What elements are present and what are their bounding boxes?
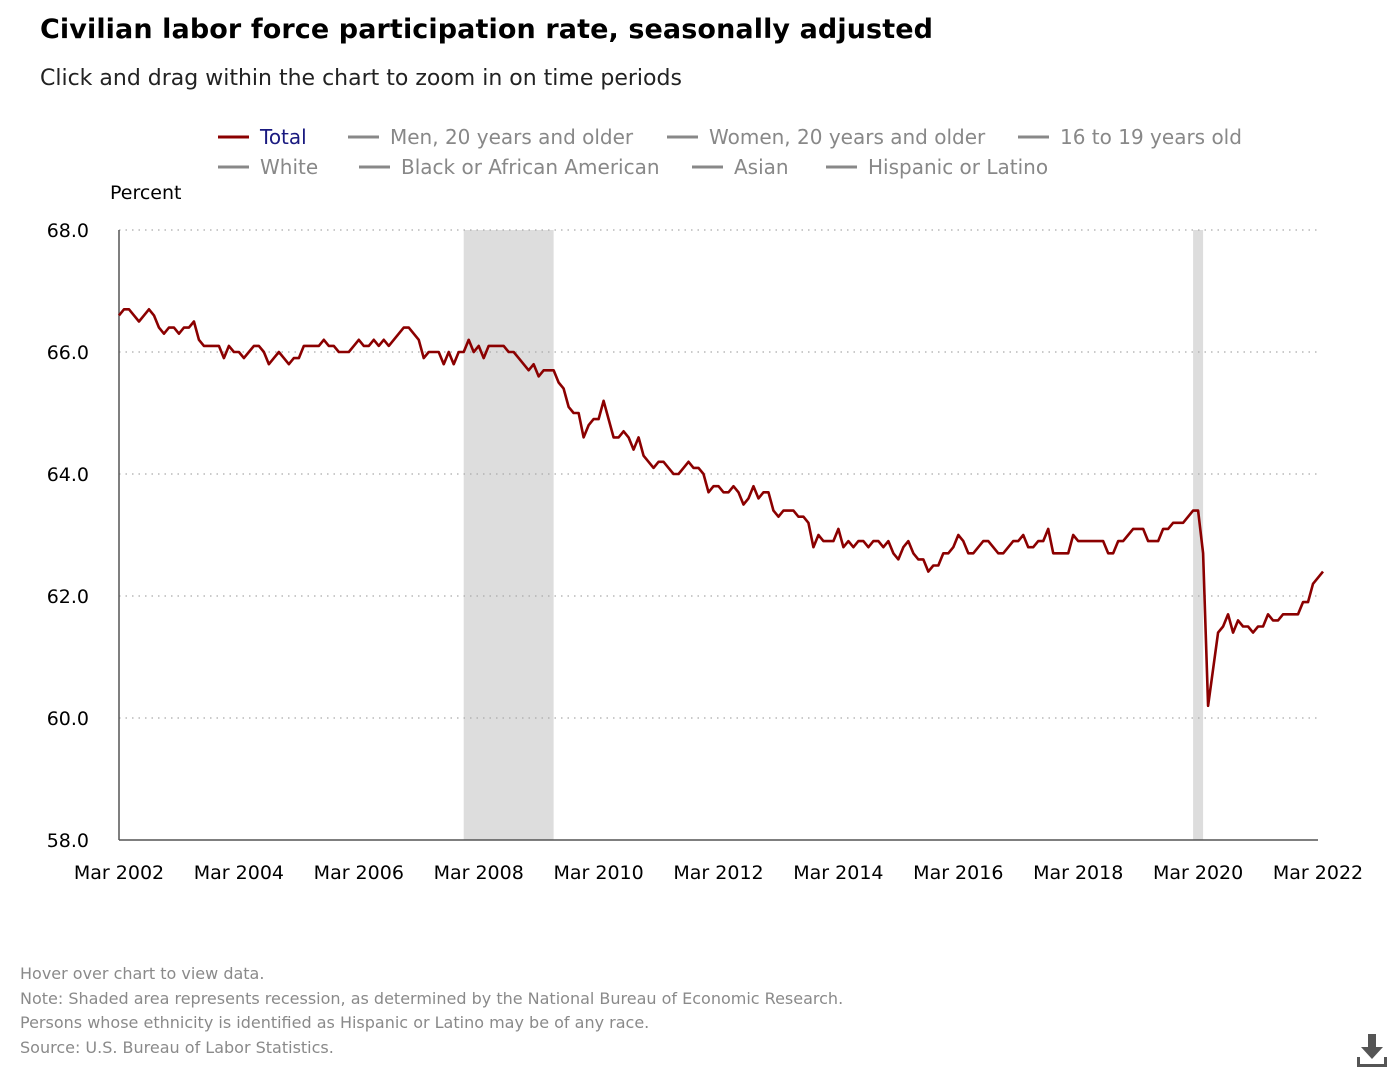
footnote-source: Source: U.S. Bureau of Labor Statistics. <box>20 1037 334 1057</box>
x-tick-label: Mar 2002 <box>74 862 164 884</box>
recession-shade <box>463 230 554 840</box>
series-line-total[interactable] <box>117 307 1325 708</box>
x-tick-label: Mar 2016 <box>913 862 1003 884</box>
x-tick-label: Mar 2022 <box>1273 862 1363 884</box>
y-tick-label: 58.0 <box>47 830 89 852</box>
chart-title: Civilian labor force participation rate,… <box>40 14 934 45</box>
line-chart[interactable]: 58.0 60.0 62.0 64.0 66.0 68.0 Percent Mar 2002 M… <box>0 0 1400 940</box>
y-tick-label: 68.0 <box>47 220 89 242</box>
download-icon <box>1357 1034 1387 1067</box>
x-tick-label: Mar 2010 <box>553 862 643 884</box>
x-tick-label: Mar 2006 <box>314 862 404 884</box>
y-tick-label: 60.0 <box>47 708 89 730</box>
legend-item[interactable]: White <box>260 155 318 179</box>
footnote-recession-note: Note: Shaded area represents recession, … <box>20 988 844 1008</box>
legend-item[interactable]: Women, 20 years and older <box>709 125 986 149</box>
footnotes: Hover over chart to view data. Note: Sha… <box>20 962 843 1060</box>
x-tick-label: Mar 2018 <box>1033 862 1123 884</box>
legend-item[interactable]: Asian <box>734 155 789 179</box>
download-button[interactable] <box>1354 1030 1390 1070</box>
footnote-hover: Hover over chart to view data. <box>20 964 265 983</box>
recession-shade <box>1193 230 1204 840</box>
x-tick-label: Mar 2014 <box>793 862 883 884</box>
legend-item[interactable]: Men, 20 years and older <box>390 125 634 149</box>
x-tick-label: Mar 2020 <box>1153 862 1243 884</box>
legend-item[interactable]: 16 to 19 years old <box>1060 125 1242 149</box>
legend-item[interactable]: Black or African American <box>401 155 660 179</box>
legend-item[interactable]: Total <box>259 125 307 149</box>
legend-item[interactable]: Hispanic or Latino <box>868 155 1048 179</box>
chart-subtitle: Click and drag within the chart to zoom … <box>40 66 682 91</box>
y-tick-label: 62.0 <box>47 586 89 608</box>
x-tick-label: Mar 2008 <box>434 862 524 884</box>
y-axis-label: Percent <box>110 182 182 204</box>
y-tick-label: 64.0 <box>47 464 89 486</box>
y-tick-label: 66.0 <box>47 342 89 364</box>
footnote-ethnicity-note: Persons whose ethnicity is identified as… <box>20 1013 650 1032</box>
x-tick-label: Mar 2004 <box>194 862 284 884</box>
x-tick-label: Mar 2012 <box>673 862 763 884</box>
